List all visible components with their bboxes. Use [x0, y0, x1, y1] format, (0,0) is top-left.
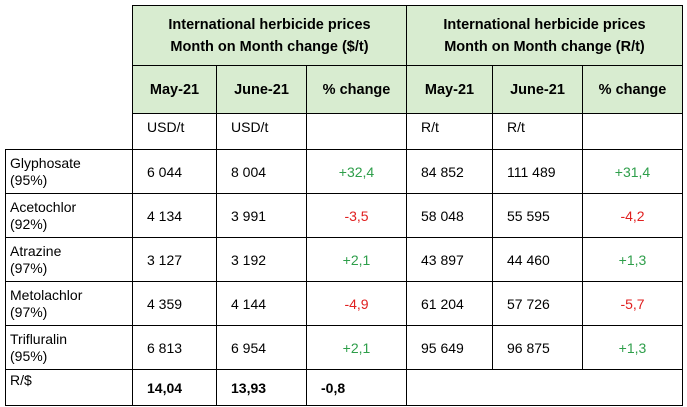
- rand-change-cell: -4,2: [582, 193, 683, 238]
- rand-change-cell: +1,3: [582, 237, 683, 282]
- usd-june-cell: 3 192: [216, 237, 307, 282]
- usd-june-cell: 6 954: [216, 325, 307, 370]
- unit-cell: [306, 113, 407, 150]
- rand-may-cell: 61 204: [406, 281, 493, 326]
- product-name: Atrazine: [10, 242, 62, 259]
- rand-june-cell: 55 595: [492, 193, 583, 238]
- unit-cell: R/t: [406, 113, 493, 150]
- exchange-rate-label: R/$: [5, 369, 133, 406]
- usd-may-cell: 4 134: [132, 193, 217, 238]
- usd-may-cell: 6 044: [132, 149, 217, 194]
- exchange-rate-row: R/$ 14,04 13,93 -0,8: [5, 369, 683, 406]
- exchange-empty-cell: [406, 369, 683, 406]
- usd-may-cell: 3 127: [132, 237, 217, 282]
- rand-change-cell: +31,4: [582, 149, 683, 194]
- column-header: June-21: [492, 65, 583, 114]
- exchange-june-cell: 13,93: [216, 369, 307, 406]
- rand-june-cell: 44 460: [492, 237, 583, 282]
- table-row: Atrazine (97%) 3 127 3 192 +2,1 43 897 4…: [5, 237, 683, 282]
- usd-change-cell: -4,9: [306, 281, 407, 326]
- usd-may-cell: 6 813: [132, 325, 217, 370]
- rand-may-cell: 95 649: [406, 325, 493, 370]
- usd-june-cell: 8 004: [216, 149, 307, 194]
- product-name: Glyphosate: [10, 154, 81, 171]
- usd-change-cell: +2,1: [306, 237, 407, 282]
- product-purity: (95%): [10, 347, 48, 364]
- product-purity: (97%): [10, 259, 48, 276]
- rand-group-title-line1: International herbicide prices: [443, 16, 646, 33]
- product-name: Metolachlor: [10, 286, 83, 303]
- table-row: Glyphosate (95%) 6 044 8 004 +32,4 84 85…: [5, 149, 683, 194]
- corner-empty-cell: [6, 66, 133, 114]
- product-purity: (92%): [10, 215, 48, 232]
- usd-june-cell: 4 144: [216, 281, 307, 326]
- product-cell: Acetochlor (92%): [5, 193, 133, 238]
- rand-june-cell: 57 726: [492, 281, 583, 326]
- rand-may-cell: 43 897: [406, 237, 493, 282]
- usd-group-title-line1: International herbicide prices: [168, 16, 371, 33]
- table-row: Trifluralin (95%) 6 813 6 954 +2,1 95 64…: [5, 325, 683, 370]
- usd-group-title-line2: Month on Month change ($/t): [170, 38, 369, 55]
- unit-cell: R/t: [492, 113, 583, 150]
- exchange-change-cell: -0,8: [306, 369, 407, 406]
- usd-june-cell: 3 991: [216, 193, 307, 238]
- rand-change-cell: +1,3: [582, 325, 683, 370]
- column-header: May-21: [132, 65, 217, 114]
- rand-may-cell: 58 048: [406, 193, 493, 238]
- product-name: Trifluralin: [10, 330, 68, 347]
- table-row: Metolachlor (97%) 4 359 4 144 -4,9 61 20…: [5, 281, 683, 326]
- product-name: Acetochlor: [10, 198, 77, 215]
- product-cell: Glyphosate (95%): [5, 149, 133, 194]
- exchange-may-cell: 14,04: [132, 369, 217, 406]
- column-header: June-21: [216, 65, 307, 114]
- product-purity: (95%): [10, 171, 48, 188]
- column-header: % change: [582, 65, 683, 114]
- rand-group-header: International herbicide prices Month on …: [406, 5, 683, 66]
- unit-cell: USD/t: [132, 113, 217, 150]
- rand-june-cell: 96 875: [492, 325, 583, 370]
- corner-empty-cell: [6, 114, 133, 150]
- usd-group-header: International herbicide prices Month on …: [132, 5, 407, 66]
- product-cell: Metolachlor (97%): [5, 281, 133, 326]
- usd-may-cell: 4 359: [132, 281, 217, 326]
- unit-cell: USD/t: [216, 113, 307, 150]
- rand-group-title-line2: Month on Month change (R/t): [444, 38, 645, 55]
- corner-empty-cell: [6, 6, 133, 66]
- product-purity: (97%): [10, 303, 48, 320]
- usd-change-cell: -3,5: [306, 193, 407, 238]
- rand-change-cell: -5,7: [582, 281, 683, 326]
- usd-change-cell: +2,1: [306, 325, 407, 370]
- unit-cell: [582, 113, 683, 150]
- rand-june-cell: 111 489: [492, 149, 583, 194]
- column-header: May-21: [406, 65, 493, 114]
- table-row: Acetochlor (92%) 4 134 3 991 -3,5 58 048…: [5, 193, 683, 238]
- herbicide-price-table: International herbicide prices Month on …: [5, 5, 683, 406]
- product-cell: Trifluralin (95%): [5, 325, 133, 370]
- usd-change-cell: +32,4: [306, 149, 407, 194]
- rand-may-cell: 84 852: [406, 149, 493, 194]
- column-header: % change: [306, 65, 407, 114]
- product-cell: Atrazine (97%): [5, 237, 133, 282]
